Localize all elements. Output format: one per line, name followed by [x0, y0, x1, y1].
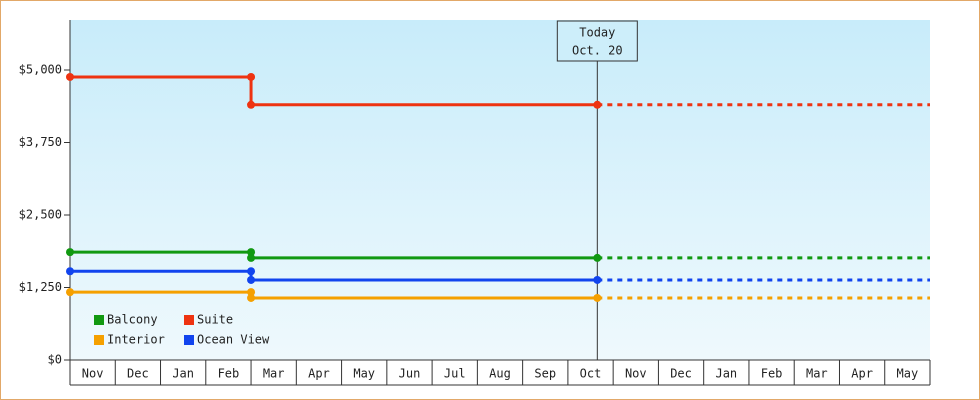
data-point — [593, 100, 602, 109]
x-tick-label: Jan — [172, 367, 194, 381]
legend-swatch — [184, 335, 194, 345]
x-tick-label: Dec — [670, 367, 692, 381]
series-line — [70, 75, 598, 107]
x-tick-label: Jun — [399, 367, 421, 381]
x-tick-label: Sep — [534, 367, 556, 381]
today-box — [556, 20, 638, 62]
data-point — [247, 275, 256, 284]
x-tick-label: Apr — [851, 367, 873, 381]
data-point — [247, 100, 256, 109]
data-point — [247, 248, 256, 257]
data-point — [247, 293, 256, 302]
legend-swatch — [184, 315, 194, 325]
data-point — [66, 72, 74, 81]
plot-background — [70, 20, 930, 360]
x-tick-label: Nov — [625, 367, 647, 381]
data-point — [247, 72, 256, 81]
data-point — [66, 267, 74, 276]
data-point — [593, 253, 602, 262]
x-tick-label: May — [897, 367, 919, 381]
x-tick-label: Mar — [806, 367, 828, 381]
x-tick-label: Dec — [127, 367, 149, 381]
data-point — [247, 267, 256, 276]
x-tick-label: Jul — [444, 367, 466, 381]
legend-swatch — [94, 315, 104, 325]
y-tick-label: $5,000 — [19, 62, 62, 76]
data-point — [66, 288, 74, 297]
legend-label: Balcony — [107, 313, 158, 327]
data-point — [593, 275, 602, 284]
data-point — [593, 293, 602, 302]
today-label: Today — [579, 26, 615, 40]
x-tick-label: Aug — [489, 367, 511, 381]
y-tick-label: $2,500 — [19, 207, 62, 221]
y-tick-label: $3,750 — [19, 135, 62, 149]
legend-label: Interior — [107, 333, 165, 347]
series-line — [70, 269, 598, 282]
x-tick-label: Oct — [580, 367, 602, 381]
x-tick-label: May — [353, 367, 375, 381]
legend-label: Suite — [197, 313, 233, 327]
x-tick-label: Mar — [263, 367, 285, 381]
y-tick-label: $1,250 — [19, 280, 62, 294]
x-tick-label: Apr — [308, 367, 330, 381]
y-tick-label: $0 — [48, 353, 62, 367]
data-point — [247, 288, 256, 297]
x-tick-label: Nov — [82, 367, 104, 381]
legend-label: Ocean View — [197, 333, 270, 347]
data-point — [66, 248, 74, 257]
legend-swatch — [94, 335, 104, 345]
x-tick-label: Jan — [715, 367, 737, 381]
x-tick-label: Feb — [218, 367, 240, 381]
today-label: Oct. 20 — [572, 44, 623, 58]
data-point — [247, 253, 256, 262]
x-tick-label: Feb — [761, 367, 783, 381]
